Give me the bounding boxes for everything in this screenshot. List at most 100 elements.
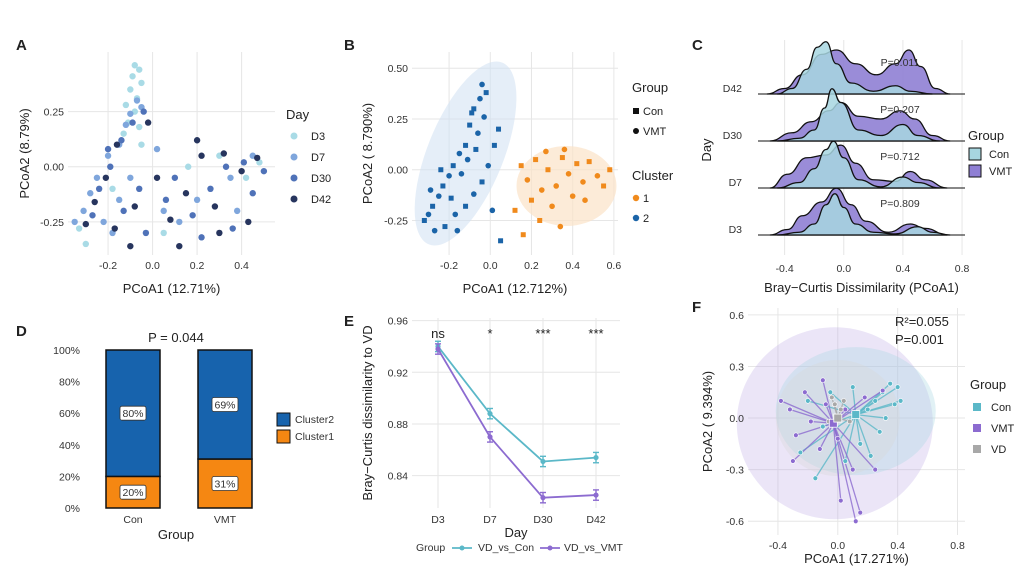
point-cluster-2 [477, 95, 483, 102]
point-d7 [227, 174, 234, 181]
point-d3 [122, 101, 130, 109]
plot-background [412, 318, 620, 508]
legend-label: 1 [643, 193, 649, 205]
point-d30 [171, 174, 179, 181]
point-d7 [176, 218, 183, 226]
point-vmt [879, 387, 886, 394]
y-tick-label: 0.92 [388, 367, 409, 379]
line-vd_vs_con [437, 345, 597, 463]
spider-line-con [855, 414, 872, 457]
data-label-box [119, 405, 147, 421]
point-con [897, 398, 904, 404]
centroid-con [851, 410, 861, 420]
y-tick-label: 0.00 [44, 162, 65, 174]
point-d30 [222, 163, 230, 170]
legend-label: VD [991, 444, 1006, 456]
point-d3 [127, 86, 134, 93]
point-cluster-2 [475, 130, 481, 136]
point-con [850, 384, 856, 390]
point-cluster-2 [458, 171, 465, 177]
point-d7 [115, 196, 123, 204]
legend-label: Cluster1 [295, 431, 334, 443]
point-d30 [140, 108, 147, 115]
x-tick-label: 0.0 [483, 260, 498, 272]
point-cluster-1 [569, 193, 576, 199]
point-d7 [122, 121, 130, 129]
point-d42 [193, 137, 201, 144]
panel-letter-f: F [692, 299, 701, 316]
panel-b: -0.2 0.0 0.2 0.4 0.6 -0.25 0.00 0.25 0.50 PCoA1 (… [360, 52, 674, 296]
legend-key [632, 194, 640, 202]
point-con [887, 380, 893, 387]
x-tick-label: 0.2 [524, 260, 539, 272]
legend-label: D42 [311, 194, 331, 206]
point-d42 [102, 174, 110, 181]
point-cluster-1 [520, 232, 526, 238]
point-d30 [260, 167, 268, 175]
point-cluster-1 [537, 217, 543, 223]
legend-key [973, 424, 981, 432]
y-tick-label: 0.96 [388, 316, 409, 328]
panel-c: D42 P=0.011 D30 P=0.207 D7 P=0.712 D3 P=0.809 -0… [699, 40, 1013, 295]
spider-line-con [844, 414, 857, 462]
point-cluster-1 [549, 203, 555, 210]
legend-key [973, 445, 981, 453]
x-tick-label: 0.4 [234, 260, 249, 272]
y-tick-label: 0.84 [388, 471, 409, 483]
point-con [865, 406, 871, 413]
point-d30 [207, 185, 214, 193]
significance-label: *** [588, 326, 603, 341]
y-tick-label: -0.25 [384, 215, 408, 227]
y-tick-label: 0.3 [729, 361, 744, 373]
legend-key-dot [459, 545, 465, 551]
legend-title: Group [970, 377, 1006, 392]
point-d3 [82, 240, 90, 248]
panel-letter-a: A [16, 37, 27, 54]
y-tick-label: 0.6 [729, 310, 744, 322]
legend-label: Con [989, 149, 1009, 161]
y-tick-label: -0.6 [726, 516, 744, 528]
point-d3 [184, 163, 192, 170]
panel-letter-b: B [344, 37, 355, 54]
point-cluster-2 [446, 173, 452, 179]
p-value-label: P=0.809 [880, 198, 920, 210]
spider-line-vmt [789, 408, 834, 424]
point-d3 [138, 79, 145, 87]
point-cluster-1 [528, 197, 534, 203]
legend-key [290, 153, 298, 161]
point-d30 [249, 190, 256, 197]
point-cluster-2 [467, 122, 473, 128]
r2-annotation: R²=0.055 [895, 314, 949, 329]
point-cluster-2 [479, 81, 485, 88]
point-d42 [245, 218, 252, 226]
point-d42 [91, 198, 98, 206]
data-label-box [211, 476, 239, 491]
x-tick-label: 0.6 [607, 260, 622, 272]
x-tick-label: 0.4 [890, 540, 905, 552]
ridge-con-d7 [777, 140, 940, 189]
spider-line-vmt [780, 400, 834, 424]
point-vd_vs_vmt [435, 346, 441, 352]
point-con [812, 475, 819, 481]
legend-key [968, 147, 982, 161]
legend-key [290, 174, 298, 182]
x-tick-label: D7 [483, 514, 497, 526]
point-d3 [136, 123, 143, 131]
y-tick-label: -0.25 [40, 217, 64, 229]
point-d42 [220, 150, 228, 157]
point-cluster-1 [594, 173, 601, 179]
point-d42 [216, 229, 223, 237]
legend-key [290, 195, 298, 203]
point-con [882, 415, 889, 421]
legend-title: Group [416, 542, 445, 554]
x-tick-label: 0.8 [950, 540, 965, 552]
point-d3 [109, 185, 116, 193]
spider-line-con [855, 414, 861, 444]
y-tick-label: 20% [59, 471, 80, 483]
legend-label: Con [643, 106, 663, 118]
point-cluster-1 [561, 146, 568, 153]
point-cluster-2 [442, 224, 448, 230]
point-d30 [89, 212, 96, 219]
point-cluster-2 [473, 146, 479, 152]
point-cluster-2 [425, 211, 432, 218]
